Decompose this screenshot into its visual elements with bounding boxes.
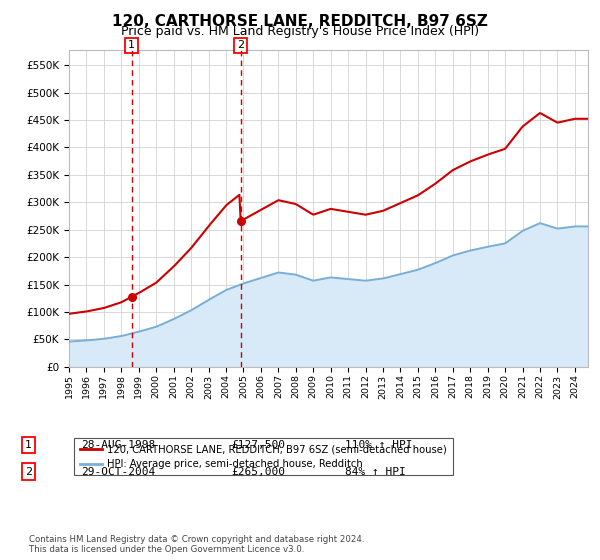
Text: 110% ↑ HPI: 110% ↑ HPI <box>345 440 413 450</box>
Text: £265,000: £265,000 <box>231 466 285 477</box>
Text: 2: 2 <box>237 40 244 50</box>
Text: Contains HM Land Registry data © Crown copyright and database right 2024.
This d: Contains HM Land Registry data © Crown c… <box>29 535 364 554</box>
Text: Price paid vs. HM Land Registry's House Price Index (HPI): Price paid vs. HM Land Registry's House … <box>121 25 479 38</box>
Text: 84% ↑ HPI: 84% ↑ HPI <box>345 466 406 477</box>
Text: 1: 1 <box>128 40 135 50</box>
Text: £127,500: £127,500 <box>231 440 285 450</box>
Text: 29-OCT-2004: 29-OCT-2004 <box>81 466 155 477</box>
Legend: 120, CARTHORSE LANE, REDDITCH, B97 6SZ (semi-detached house), HPI: Average price: 120, CARTHORSE LANE, REDDITCH, B97 6SZ (… <box>74 438 453 475</box>
Text: 2: 2 <box>25 466 32 477</box>
Text: 28-AUG-1998: 28-AUG-1998 <box>81 440 155 450</box>
Text: 1: 1 <box>25 440 32 450</box>
Text: 120, CARTHORSE LANE, REDDITCH, B97 6SZ: 120, CARTHORSE LANE, REDDITCH, B97 6SZ <box>112 14 488 29</box>
